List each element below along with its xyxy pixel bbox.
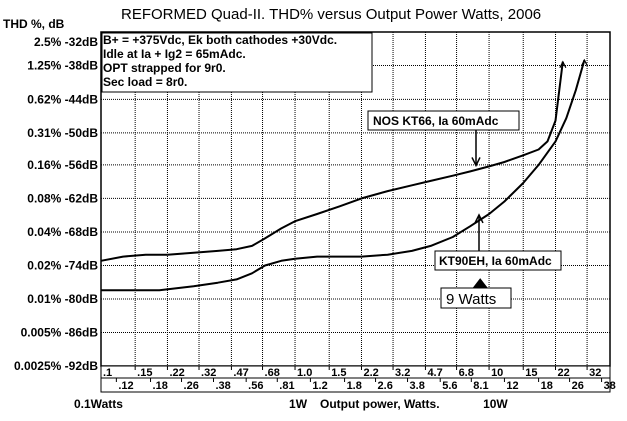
kt66-label-box [367, 110, 520, 131]
x-tick-label-upper: .32 [201, 367, 216, 379]
x-tick-label-lower: .18 [153, 380, 168, 392]
x-tick-label-upper: 22 [558, 367, 570, 379]
x-tick-label-lower: 1.2 [312, 380, 327, 392]
plot-series [100, 58, 588, 292]
kt90-label-box [434, 250, 562, 271]
kt90-label: KT90EH, Ia 60mAdc [439, 254, 552, 268]
x-tick-label-lower: .81 [279, 380, 294, 392]
x-tick-label-upper: 4.7 [427, 367, 442, 379]
note-line: Sec load = 8r0. [103, 75, 187, 89]
x-tick-label-upper: 1.0 [297, 367, 312, 379]
x-tick-label-upper: 2.2 [363, 367, 378, 379]
x-tick-label-lower: .26 [184, 380, 199, 392]
y-tick-label: 0.02% -74dB [27, 258, 98, 272]
series-line-2 [101, 59, 586, 292]
x-tick-label-lower: 3.8 [410, 380, 425, 392]
x-tick-label-upper: 15 [525, 367, 537, 379]
x-tick-label-upper: 10 [491, 367, 503, 379]
x-tick-label-upper: 3.2 [395, 367, 410, 379]
series-end-arrow [559, 60, 567, 69]
note-line: Idle at Ia + Ig2 = 65mAdc. [103, 47, 246, 61]
x-tick-label-upper: .15 [137, 367, 152, 379]
x-tick-label-lower: 1.8 [347, 380, 362, 392]
plot-axes [100, 31, 611, 393]
y-tick-label: 1.25% -38dB [27, 59, 98, 73]
x-tick-label-upper: 6.8 [459, 367, 474, 379]
x-tick-label-lower: 12 [506, 380, 518, 392]
x-axis-label: Output power, Watts. [320, 397, 440, 411]
x-tick-label-upper: .47 [233, 367, 248, 379]
x-tick-label-lower: 8.1 [473, 380, 488, 392]
series-line-1 [100, 61, 564, 262]
x-tick-label-upper: 1.5 [331, 367, 346, 379]
x-tick-label-lower: .56 [248, 380, 263, 392]
x-tick-label-upper: 32 [589, 367, 601, 379]
y-tick-label: 2.5% -32dB [34, 35, 98, 49]
note-line: B+ = +375Vdc, Ek both cathodes +30Vdc. [103, 33, 337, 47]
nine-watts-marker [472, 278, 489, 289]
y-tick-label: 0.01% -80dB [27, 292, 98, 306]
x-tick-label-lower: .38 [215, 380, 230, 392]
y-tick-label: 0.16% -56dB [27, 158, 98, 172]
series-end-arrow [580, 58, 588, 67]
plot-text: REFORMED Quad-II. THD% versus Output Pow… [3, 6, 616, 411]
notes-box [101, 32, 373, 93]
nine-watts-label: 9 Watts [446, 291, 496, 308]
x-label-0p1w: 0.1Watts [74, 397, 123, 411]
x-tick-label-lower: 18 [541, 380, 553, 392]
x-tick-label-upper: .22 [169, 367, 184, 379]
x-tick-label-lower: .12 [118, 380, 133, 392]
kt66-arrow-head [471, 157, 481, 168]
y-tick-label: 0.0025% -92dB [14, 359, 98, 373]
x-label-10w: 10W [483, 397, 508, 411]
x-tick-label-lower: 2.6 [378, 380, 393, 392]
note-line: OPT strapped for 9r0. [103, 61, 226, 75]
x-tick-label-upper: .1 [103, 367, 112, 379]
y-tick-label: 0.04% -68dB [27, 225, 98, 239]
y-tick-label: 0.62% -44dB [27, 92, 98, 106]
plot-annotations [101, 32, 562, 309]
y-axis-label: THD %, dB [3, 17, 65, 31]
x-tick-label-lower: 26 [572, 380, 584, 392]
x-tick-row-lower [100, 377, 611, 393]
x-tick-label-lower: 5.6 [442, 380, 457, 392]
y-tick-label: 0.31% -50dB [27, 126, 98, 140]
chart-title: REFORMED Quad-II. THD% versus Output Pow… [121, 6, 541, 23]
kt66-label: NOS KT66, Ia 60mAdc [373, 114, 499, 128]
x-tick-label-upper: .68 [265, 367, 280, 379]
nine-watts-box [440, 287, 512, 309]
x-label-1w: 1W [289, 397, 308, 411]
y-tick-label: 0.08% -62dB [27, 191, 98, 205]
x-tick-label-lower: 38 [604, 380, 616, 392]
kt90-arrow-head [474, 213, 484, 224]
y-tick-label: 0.005% -86dB [21, 325, 99, 339]
